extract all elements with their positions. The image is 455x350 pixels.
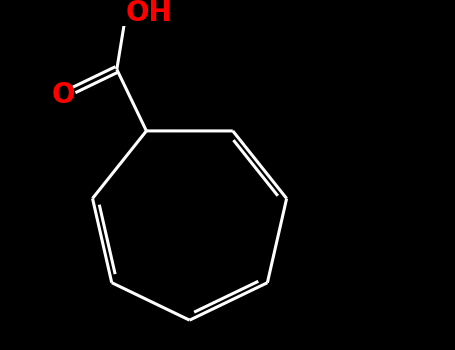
Text: O: O (52, 81, 76, 109)
Text: OH: OH (126, 0, 172, 27)
